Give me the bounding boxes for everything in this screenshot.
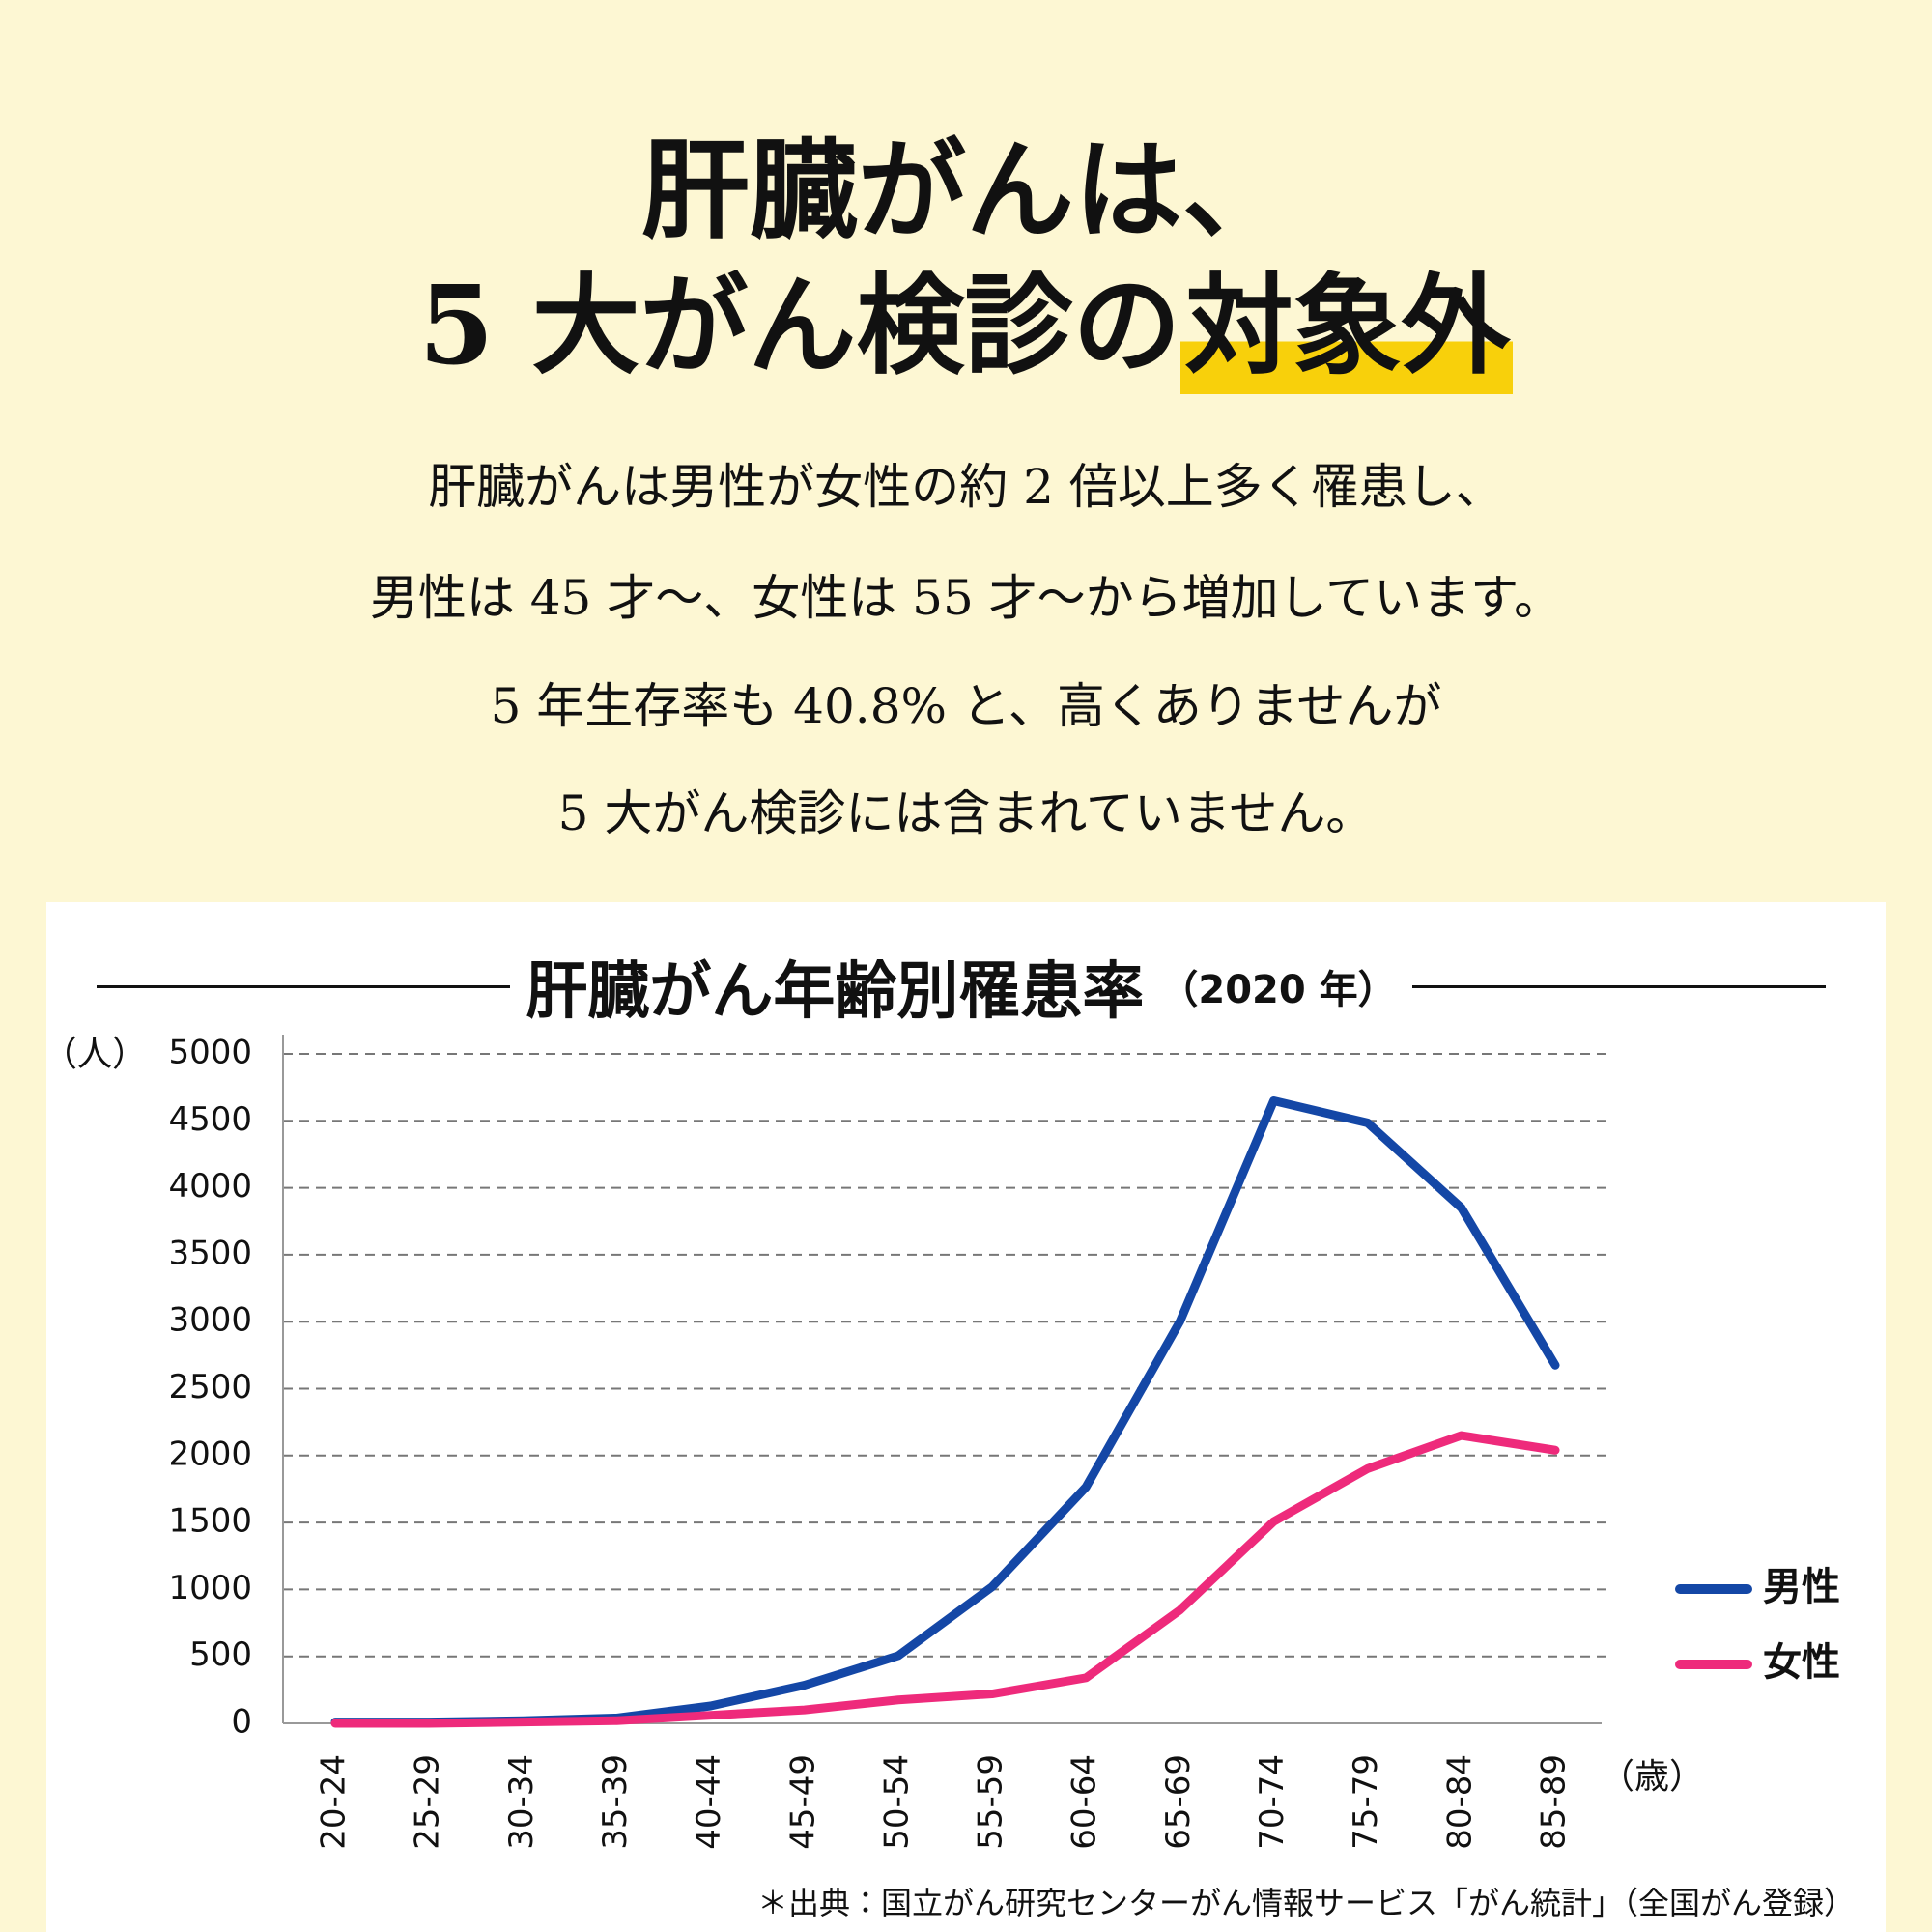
title-rule [97, 984, 511, 988]
line-series [330, 1096, 1560, 1727]
y-tick-label: 2500 [168, 1368, 252, 1406]
x-tick-label: 20-24 [315, 1754, 354, 1850]
body-text: 男性は 45 才〜、女性は 55 才〜から増加しています。 [369, 570, 1563, 626]
title-rule [1411, 984, 1827, 988]
legend-label: 女性 [1763, 1640, 1840, 1685]
body-text: 5 大がん検診には含まれていません。 [557, 785, 1375, 841]
y-axis-label: （人） [43, 1035, 147, 1074]
body-text: 肝臓がんは男性が女性の約 2 倍以上多く罹患し、 [428, 459, 1504, 515]
x-tick-label: 65-69 [1159, 1754, 1198, 1850]
line-series [330, 1431, 1560, 1728]
x-tick-label: 70-74 [1253, 1754, 1292, 1850]
headline-highlight: 対象外 [1180, 269, 1514, 394]
y-tick-label: 0 [231, 1703, 252, 1742]
x-axis-label: （歳） [1600, 1757, 1704, 1797]
chart-subtitle: （2020 年） [1159, 968, 1397, 1012]
y-tick-label: 3000 [168, 1301, 252, 1340]
chart-panel [46, 902, 1886, 1932]
x-tick-label: 45-49 [783, 1754, 822, 1850]
x-tick-label: 50-54 [877, 1754, 916, 1850]
y-tick-label: 1000 [168, 1569, 252, 1607]
y-tick-label: 500 [189, 1635, 252, 1674]
chart-title-row: 肝臓がん年齢別罹患率 （2020 年） [97, 942, 1827, 1031]
x-tick-label: 75-79 [1347, 1754, 1385, 1850]
headline: 肝臓がんは、 [641, 128, 1291, 254]
y-tick-label: 1500 [168, 1502, 252, 1541]
x-tick-label: 25-29 [409, 1754, 447, 1850]
chart-title: 肝臓がん年齢別罹患率 [526, 956, 1145, 1028]
y-tick-label: 4000 [168, 1167, 252, 1206]
y-tick-label: 4500 [168, 1100, 252, 1139]
headline: 5 大がん検診の対象外 [0, 259, 1932, 394]
y-tick-label: 2000 [168, 1435, 252, 1473]
body-text: 5 年生存率も 40.8% と、高くありませんが [490, 678, 1442, 734]
x-tick-label: 40-44 [690, 1754, 728, 1850]
legend-label: 男性 [1763, 1565, 1840, 1609]
headline: 5 大がん検診の [418, 263, 1181, 389]
y-tick-label: 3500 [168, 1234, 252, 1272]
x-tick-label: 30-34 [502, 1754, 541, 1850]
x-tick-label: 55-59 [972, 1754, 1010, 1850]
x-tick-label: 60-64 [1065, 1754, 1104, 1850]
source-note: ＊出典：国立がん研究センターがん情報サービス「がん統計」（全国がん登録） [757, 1885, 1855, 1921]
x-tick-label: 35-39 [596, 1754, 635, 1850]
x-tick-label: 85-89 [1535, 1754, 1574, 1850]
x-tick-label: 80-84 [1440, 1754, 1479, 1850]
y-tick-label: 5000 [168, 1034, 252, 1072]
